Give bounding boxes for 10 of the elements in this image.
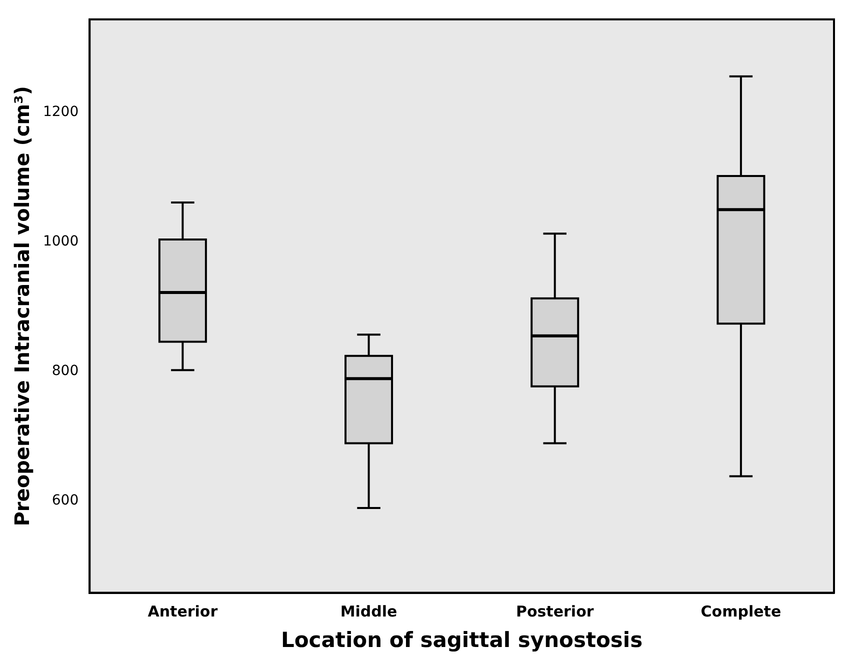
y-tick-label: 1200 <box>42 104 79 120</box>
x-tick-label: Anterior <box>148 602 218 621</box>
y-tick-label: 1000 <box>42 234 79 250</box>
y-axis-title: Preoperative Intracranial volume (cm³) <box>10 86 34 526</box>
x-tick-label: Middle <box>340 602 398 621</box>
y-tick-label: 800 <box>52 363 79 380</box>
x-axis-title: Location of sagittal synostosis <box>281 628 643 652</box>
y-tick-label: 600 <box>52 492 79 509</box>
x-tick-label: Complete <box>700 602 782 621</box>
x-tick-label: Posterior <box>516 602 594 621</box>
